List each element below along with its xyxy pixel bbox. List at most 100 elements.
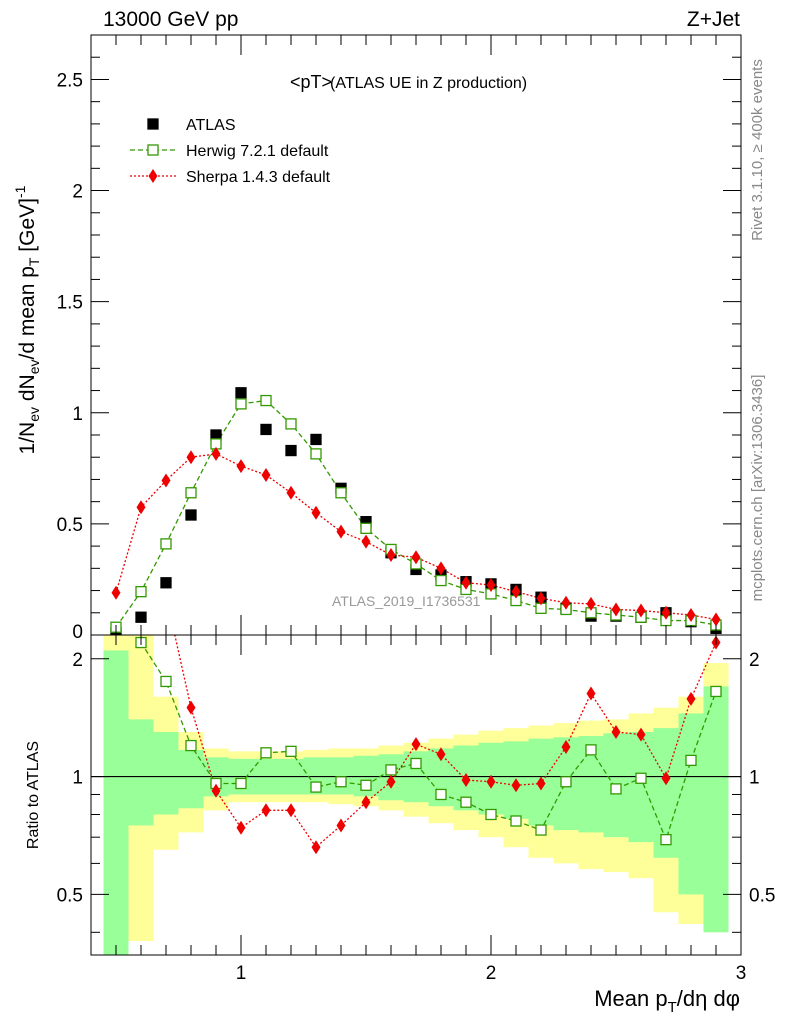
x-axis-label: Mean pT/dη dφ xyxy=(594,986,740,1016)
sherpa-ratio-point xyxy=(236,820,246,835)
herwig-ratio-point xyxy=(310,781,322,793)
sherpa-ratio-point xyxy=(561,740,571,754)
atlas-point xyxy=(260,423,272,436)
ratio-y-tick-label: 0.5 xyxy=(57,885,83,906)
herwig-ratio-point xyxy=(185,739,197,752)
inner-uncertainty-band xyxy=(703,686,729,933)
sherpa-point xyxy=(536,591,546,606)
energy-label: 13000 GeV pp xyxy=(103,8,238,31)
sherpa-point xyxy=(486,578,496,592)
sherpa-ratio-point xyxy=(436,747,446,762)
herwig-point xyxy=(185,487,197,499)
herwig-point xyxy=(135,586,147,598)
y-tick-label: 2.5 xyxy=(57,70,83,91)
atlas-point xyxy=(235,387,247,399)
herwig-ratio-point xyxy=(235,777,247,790)
sherpa-point xyxy=(436,561,446,576)
sherpa-point xyxy=(636,603,646,618)
herwig-ratio-point xyxy=(385,764,397,776)
ratio-panel: 0.5 0.5 1 1 2 2 1 2 3 Ratio to ATLAS Mean pT/dη … xyxy=(25,634,775,1016)
herwig-ratio-point xyxy=(535,824,547,836)
sherpa-ratio-point xyxy=(361,795,371,810)
atlas-point xyxy=(310,433,322,446)
herwig-point xyxy=(260,394,272,407)
legend: ATLAS Herwig 7.2.1 default Sherpa 1.4.3 de… xyxy=(130,117,331,186)
herwig-ratio-point xyxy=(635,772,647,784)
sherpa-ratio-point xyxy=(536,776,546,791)
sherpa-point xyxy=(686,608,696,622)
sherpa-point xyxy=(236,459,246,474)
herwig-ratio-point xyxy=(685,754,697,767)
herwig-point xyxy=(335,487,347,499)
sherpa-point xyxy=(161,473,171,488)
y-tick-label: 2 xyxy=(72,182,83,203)
herwig-point xyxy=(435,574,447,587)
sherpa-ratio-point xyxy=(211,783,221,798)
herwig-point xyxy=(360,522,372,534)
sherpa-ratio-point xyxy=(286,803,296,818)
sherpa-point xyxy=(111,585,121,600)
ratio-y-tick-label-right: 0.5 xyxy=(749,885,775,906)
y-tick-label: 1 xyxy=(72,404,83,425)
sherpa-ratio-point xyxy=(636,727,646,742)
inner-uncertainty-band xyxy=(128,719,154,826)
atlas-point xyxy=(160,577,172,589)
sherpa-point xyxy=(586,596,596,611)
inner-uncertainty-band xyxy=(153,731,179,815)
sherpa-point xyxy=(261,468,271,482)
x-tick-label: 2 xyxy=(486,963,497,984)
herwig-ratio-point xyxy=(610,783,622,795)
x-tick-label: 3 xyxy=(736,963,747,984)
rivet-label: Rivet 3.1.10, ≥ 400k events xyxy=(749,59,766,241)
herwig-ratio-point xyxy=(410,757,422,770)
herwig-ratio-point xyxy=(160,675,172,688)
sherpa-point xyxy=(561,595,571,610)
legend-herwig-marker xyxy=(147,144,159,156)
sherpa-point xyxy=(186,450,196,465)
herwig-ratio-point xyxy=(560,776,572,788)
herwig-point xyxy=(285,418,297,430)
ratio-y-axis-label: Ratio to ATLAS xyxy=(25,741,42,849)
inner-uncertainty-band xyxy=(178,749,204,809)
analysis-watermark: ATLAS_2019_I1736531 xyxy=(332,593,481,609)
sherpa-ratio-point xyxy=(661,771,671,786)
ratio-y-tick-label-right: 1 xyxy=(749,768,760,789)
herwig-ratio-point xyxy=(260,747,272,759)
sherpa-ratio-point xyxy=(511,778,521,793)
sherpa-ratio-point xyxy=(686,691,696,706)
plot-subtitle: (ATLAS UE in Z production) xyxy=(330,75,527,92)
sherpa-ratio-point xyxy=(311,840,321,855)
sherpa-point xyxy=(361,534,371,549)
sherpa-ratio-point xyxy=(611,724,621,739)
sherpa-ratio-point xyxy=(336,818,346,833)
x-tick-label: 1 xyxy=(236,963,247,984)
sherpa-ratio-point xyxy=(386,774,396,789)
sherpa-ratio-point xyxy=(461,772,471,787)
legend-label: ATLAS xyxy=(186,117,236,134)
sherpa-ratio-point xyxy=(261,803,271,818)
sherpa-ratio-point xyxy=(486,774,496,789)
inner-uncertainty-band xyxy=(678,713,704,895)
herwig-ratio-point xyxy=(335,776,347,788)
inner-uncertainty-band xyxy=(328,757,354,795)
legend-label: Herwig 7.2.1 default xyxy=(186,143,329,160)
sherpa-point xyxy=(336,524,346,539)
main-panel: 0.5 1 1.5 2 2.5 0 <pT> (ATLAS UE in Z product… xyxy=(12,34,742,643)
herwig-point xyxy=(160,538,172,550)
legend-atlas-marker xyxy=(147,118,159,130)
plot-title: <pT> xyxy=(290,72,332,92)
process-label: Z+Jet xyxy=(687,8,740,31)
ratio-y-tick-label: 1 xyxy=(72,768,83,789)
herwig-ratio-point xyxy=(360,779,372,791)
sherpa-point xyxy=(511,584,521,599)
sherpa-point xyxy=(286,485,296,500)
inner-uncertainty-band xyxy=(103,650,129,955)
y-tick-label: 0.5 xyxy=(57,515,83,536)
atlas-point xyxy=(185,509,197,521)
sherpa-point xyxy=(661,605,671,620)
mcplots-label: mcplots.cern.ch [arXiv:1306.3436] xyxy=(749,375,766,602)
herwig-ratio-point xyxy=(710,685,722,698)
herwig-point xyxy=(235,398,247,410)
atlas-point xyxy=(135,611,147,623)
ratio-y-tick-label: 2 xyxy=(72,650,83,671)
